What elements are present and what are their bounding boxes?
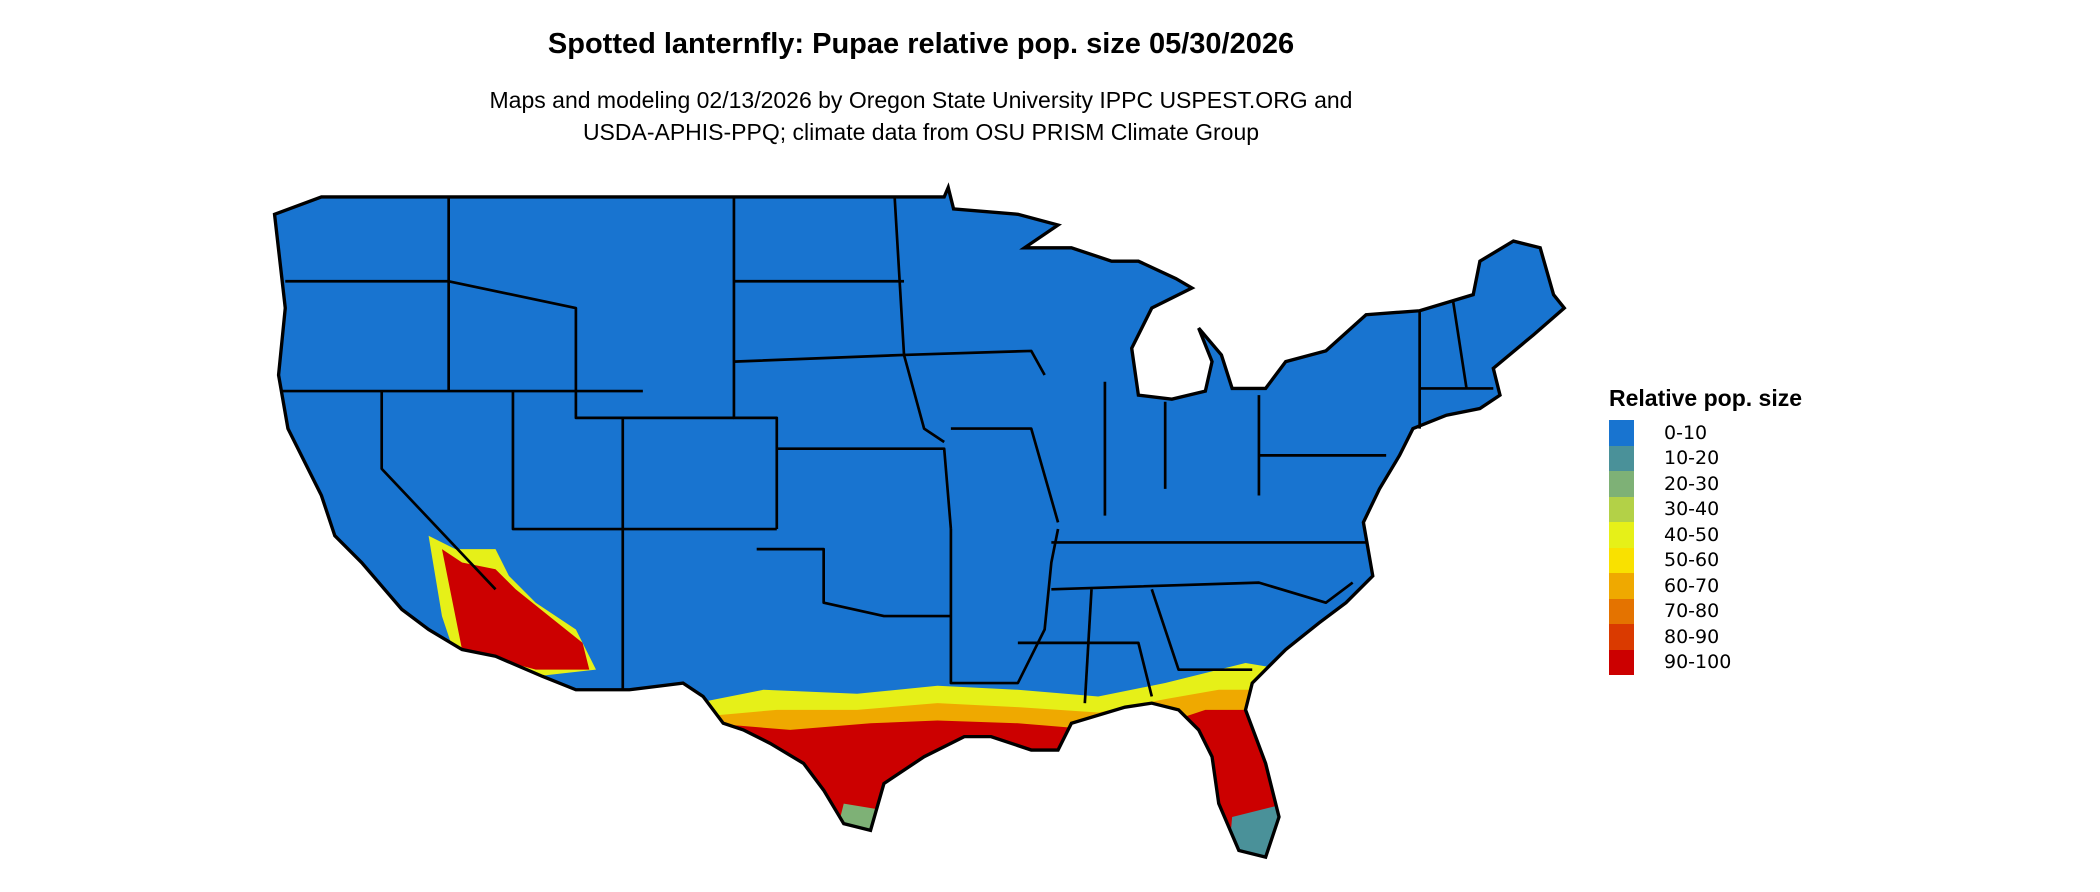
legend-swatch [1609, 649, 1634, 675]
legend-swatch [1609, 445, 1634, 471]
subtitle-line-1: Maps and modeling 02/13/2026 by Oregon S… [489, 87, 1353, 113]
legend-item: 80-90 [1609, 624, 1802, 650]
map-title: Spotted lanternfly: Pupae relative pop. … [547, 28, 1295, 60]
legend-swatch [1609, 420, 1634, 446]
legend-swatch [1609, 471, 1634, 497]
legend-label: 80-90 [1664, 625, 1720, 648]
state-borders [281, 196, 1494, 704]
legend-item: 30-40 [1609, 496, 1802, 522]
legend-item: 60-70 [1609, 573, 1802, 599]
legend-swatch [1609, 573, 1634, 599]
subtitle-line-2: USDA-APHIS-PPQ; climate data from OSU PR… [582, 119, 1260, 145]
legend-swatch [1609, 496, 1634, 522]
legend-item: 10-20 [1609, 445, 1802, 471]
legend-label: 70-80 [1664, 600, 1720, 623]
legend-label: 60-70 [1664, 574, 1720, 597]
legend-label: 10-20 [1664, 447, 1720, 470]
legend-label: 0-10 [1664, 421, 1708, 444]
legend-label: 90-100 [1664, 651, 1732, 674]
legend-swatch [1609, 522, 1634, 548]
legend-label: 40-50 [1664, 523, 1720, 546]
legend-label: 50-60 [1664, 549, 1720, 572]
legend-item: 0-10 [1609, 420, 1802, 446]
legend-label: 20-30 [1664, 472, 1720, 495]
legend-item: 20-30 [1609, 471, 1802, 497]
legend-swatch [1609, 547, 1634, 573]
legend-item: 50-60 [1609, 547, 1802, 573]
legend-item: 70-80 [1609, 598, 1802, 624]
legend-swatch [1609, 598, 1634, 624]
legend-label: 30-40 [1664, 498, 1720, 521]
legend-item: 40-50 [1609, 522, 1802, 548]
legend: Relative pop. size 0-10 10-20 20-30 30-40 40… [1609, 385, 1802, 675]
legend-item: 90-100 [1609, 649, 1802, 675]
region-fl-tip-low [1225, 803, 1286, 858]
legend-swatch [1609, 624, 1634, 650]
legend-title: Relative pop. size [1609, 385, 1803, 411]
map-subtitle: Maps and modeling 02/13/2026 by Oregon S… [0, 84, 1842, 148]
region-sw-red [441, 549, 590, 670]
